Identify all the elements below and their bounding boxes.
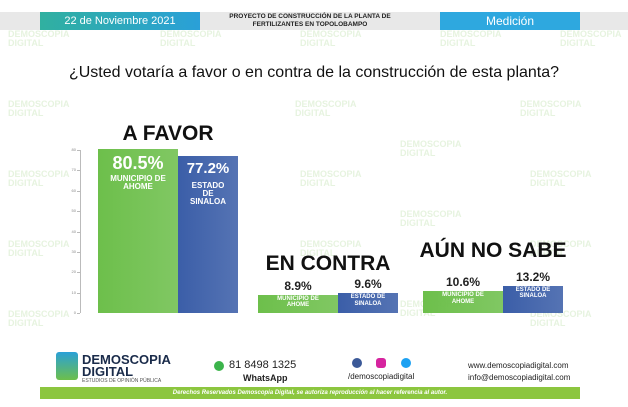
tick-mark [77, 251, 80, 253]
chart-title: ¿Usted votaría a favor o en contra de la… [68, 64, 560, 81]
tick-mark [77, 292, 80, 294]
footer-phone: 81 8498 1325 [229, 359, 297, 371]
y-tick-label: 50 [71, 208, 76, 214]
y-tick-label: 10 [71, 289, 76, 295]
watermark: DEMOSCOPIA DIGITAL [530, 309, 592, 328]
watermark: DEMOSCOPIA DIGITAL [440, 29, 502, 48]
tick-mark [77, 150, 80, 151]
watermark: DEMOSCOPIA DIGITAL [8, 309, 70, 328]
series-label: MUNICIPIO DE AHOME [110, 173, 166, 192]
series-label: ESTADO DE SINALOA [190, 180, 226, 207]
y-tick-label: 60 [71, 187, 76, 193]
watermark: DEMOSCOPIA DIGITAL [520, 99, 582, 118]
series-label: MUNICIPIO DE AHOME [442, 292, 484, 305]
footer-email: info@demoscopiadigital.com [468, 373, 571, 382]
tick-mark [77, 272, 80, 274]
footer-web: www.demoscopiadigital.com [468, 361, 569, 370]
header-section: Medición [440, 12, 580, 30]
whatsapp-icon [214, 361, 224, 371]
bar [503, 286, 563, 313]
series-label: MUNICIPIO DE AHOME [277, 295, 319, 309]
footer-tagline: ESTUDIOS DE OPINIÓN PÚBLICA [82, 378, 162, 384]
series-label: ESTADO DE SINALOA [350, 294, 386, 307]
y-tick-label: 20 [71, 269, 76, 275]
footer-whatsapp: WhatsApp [243, 373, 288, 383]
tick-mark [77, 211, 80, 213]
header-date: 22 de Noviembre 2021 [40, 12, 200, 30]
value-label: 80.5% [112, 152, 164, 173]
footer-brand: DEMOSCOPIA DIGITAL [82, 352, 171, 379]
watermark: DEMOSCOPIA DIGITAL [530, 169, 592, 188]
watermark: DEMOSCOPIA DIGITAL [400, 139, 462, 158]
watermark: DEMOSCOPIA DIGITAL [8, 169, 70, 188]
bar [423, 291, 503, 313]
watermark: DEMOSCOPIA DIGITAL [400, 209, 462, 228]
series-label: ESTADO DE SINALOA [515, 287, 551, 300]
category-label: EN CONTRA [265, 252, 391, 275]
tick-mark [77, 190, 80, 192]
header-project: PROYECTO DE CONSTRUCCIÓN DE LA PLANTA DE… [229, 13, 391, 28]
watermark: DEMOSCOPIA DIGITAL [300, 169, 362, 188]
bar [258, 294, 338, 313]
y-tick-label: 80 [71, 147, 76, 152]
watermark: DEMOSCOPIA DIGITAL [8, 99, 70, 118]
y-tick-label: 0 [73, 310, 76, 315]
category-label: A FAVOR [122, 122, 214, 145]
watermark: DEMOSCOPIA DIGITAL [300, 29, 362, 48]
y-tick-label: 40 [71, 228, 76, 234]
watermark: DEMOSCOPIA DIGITAL [8, 239, 70, 258]
instagram-icon [376, 358, 386, 368]
watermark: DEMOSCOPIA DIGITAL [300, 239, 362, 258]
watermark: DEMOSCOPIA DIGITAL [8, 29, 70, 48]
tick-mark [77, 170, 80, 172]
category-label: AÚN NO SABE [419, 239, 567, 262]
logo-icon [56, 352, 78, 380]
watermark: DEMOSCOPIA DIGITAL [560, 29, 622, 48]
value-label: 77.2% [186, 159, 230, 177]
y-tick-label: 70 [71, 167, 76, 173]
value-label: 10.6% [445, 275, 481, 290]
tick-mark [77, 231, 80, 233]
twitter-icon [401, 358, 411, 368]
tick-mark [77, 313, 80, 314]
y-tick-label: 30 [71, 248, 76, 254]
footer-rights: Derechos Reservados Demoscopia Digital, … [40, 387, 580, 399]
y-axis [80, 150, 81, 313]
value-label: 9.6% [354, 277, 382, 292]
value-label: 8.9% [284, 278, 312, 293]
footer-social: /demoscopiadigital [348, 372, 415, 381]
watermark: DEMOSCOPIA DIGITAL [160, 29, 222, 48]
facebook-icon [352, 358, 362, 368]
bar [98, 148, 178, 313]
watermark: DEMOSCOPIA DIGITAL [295, 99, 357, 118]
value-label: 13.2% [515, 270, 551, 285]
watermark: DEMOSCOPIA DIGITAL [530, 239, 592, 258]
bar [178, 155, 238, 313]
bar [338, 293, 398, 313]
